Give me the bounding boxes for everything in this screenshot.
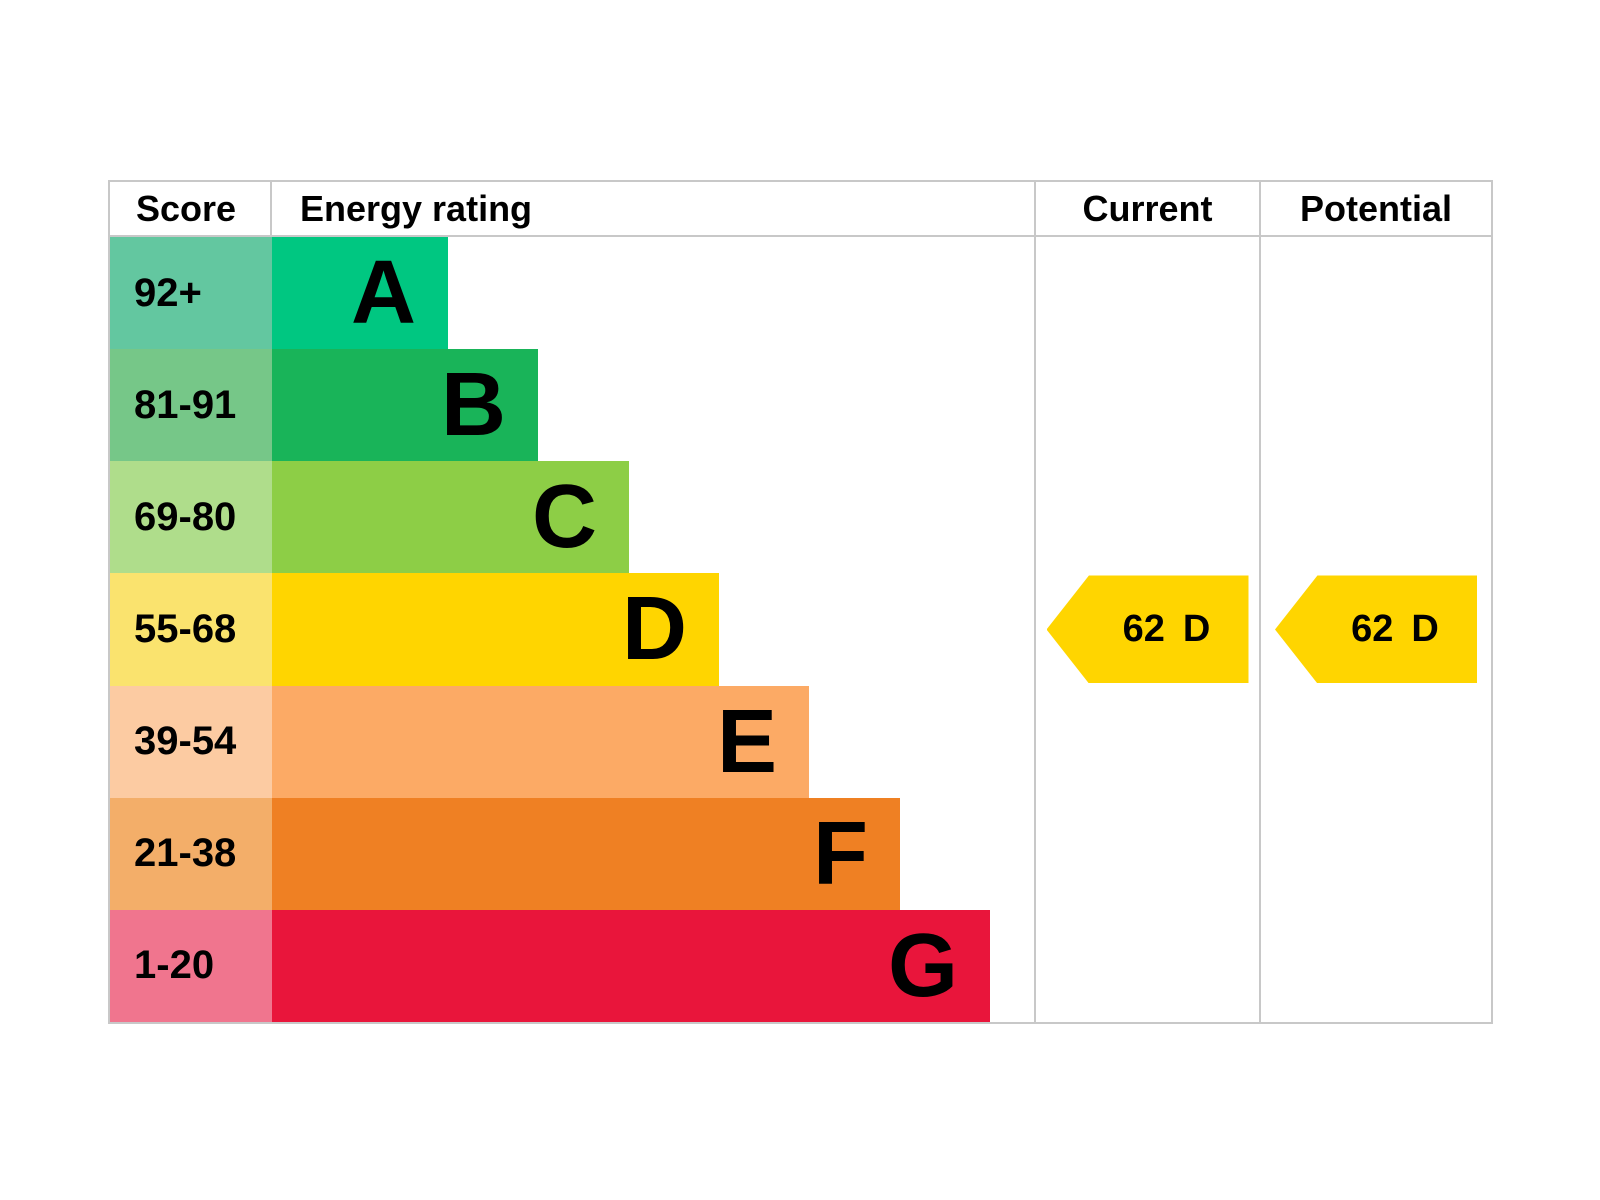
band-score-cell: 55-68 [110,573,272,686]
band-bar-cell: F [272,797,1034,910]
potential-cell [1259,909,1491,1022]
band-score-cell: 21-38 [110,797,272,910]
band-score-cell: 1-20 [110,909,272,1022]
arrow-score: 62 [1351,608,1394,651]
potential-cell: 62 D [1259,573,1491,686]
band-bar: C [272,461,629,574]
potential-cell [1259,797,1491,910]
potential-cell [1259,685,1491,798]
header-energy-rating: Energy rating [272,182,1034,237]
current-cell [1034,797,1259,910]
current-cell [1034,461,1259,574]
band-letter: E [716,691,777,792]
band-bar: F [272,797,900,910]
current-cell [1034,909,1259,1022]
band-letter: B [441,355,506,456]
arrow-score: 62 [1122,608,1165,651]
band-bar-cell: G [272,909,1034,1022]
potential-arrow: 62 D [1275,575,1477,684]
band-bar: A [272,237,448,350]
header-current: Current [1034,182,1259,237]
band-score-label: 92+ [134,270,202,315]
band-bar-cell: D [272,573,1034,686]
epc-table: Score Energy rating Current Potential 92… [108,180,1493,1024]
band-bar: B [272,349,538,462]
band-score-label: 55-68 [134,606,237,651]
band-letter: A [351,243,416,344]
band-bar-cell: C [272,461,1034,574]
band-letter: D [622,579,687,680]
band-score-cell: 39-54 [110,685,272,798]
band-score-label: 39-54 [134,719,237,764]
band-score-label: 21-38 [134,831,237,876]
band-bar: D [272,573,719,686]
band-bar-cell: A [272,237,1034,350]
header-score: Score [110,182,272,237]
band-bar-cell: B [272,349,1034,462]
band-score-cell: 92+ [110,237,272,350]
arrow-band: D [1182,608,1211,651]
band-score-cell: 69-80 [110,461,272,574]
band-bar: E [272,685,809,798]
current-arrow: 62 D [1046,575,1249,684]
band-letter: G [887,915,958,1016]
potential-cell [1259,237,1491,350]
current-cell [1034,237,1259,350]
potential-cell [1259,461,1491,574]
band-score-label: 81-91 [134,382,237,427]
band-letter: F [813,803,868,904]
band-score-label: 69-80 [134,494,237,539]
potential-cell [1259,349,1491,462]
current-cell [1034,685,1259,798]
band-score-label: 1-20 [134,943,215,988]
band-bar-cell: E [272,685,1034,798]
current-cell: 62 D [1034,573,1259,686]
band-bar: G [272,909,990,1022]
header-potential: Potential [1259,182,1491,237]
band-score-cell: 81-91 [110,349,272,462]
arrow-band: D [1411,608,1439,651]
current-cell [1034,349,1259,462]
epc-chart: Score Energy rating Current Potential 92… [108,180,1493,1024]
band-letter: C [532,467,597,568]
